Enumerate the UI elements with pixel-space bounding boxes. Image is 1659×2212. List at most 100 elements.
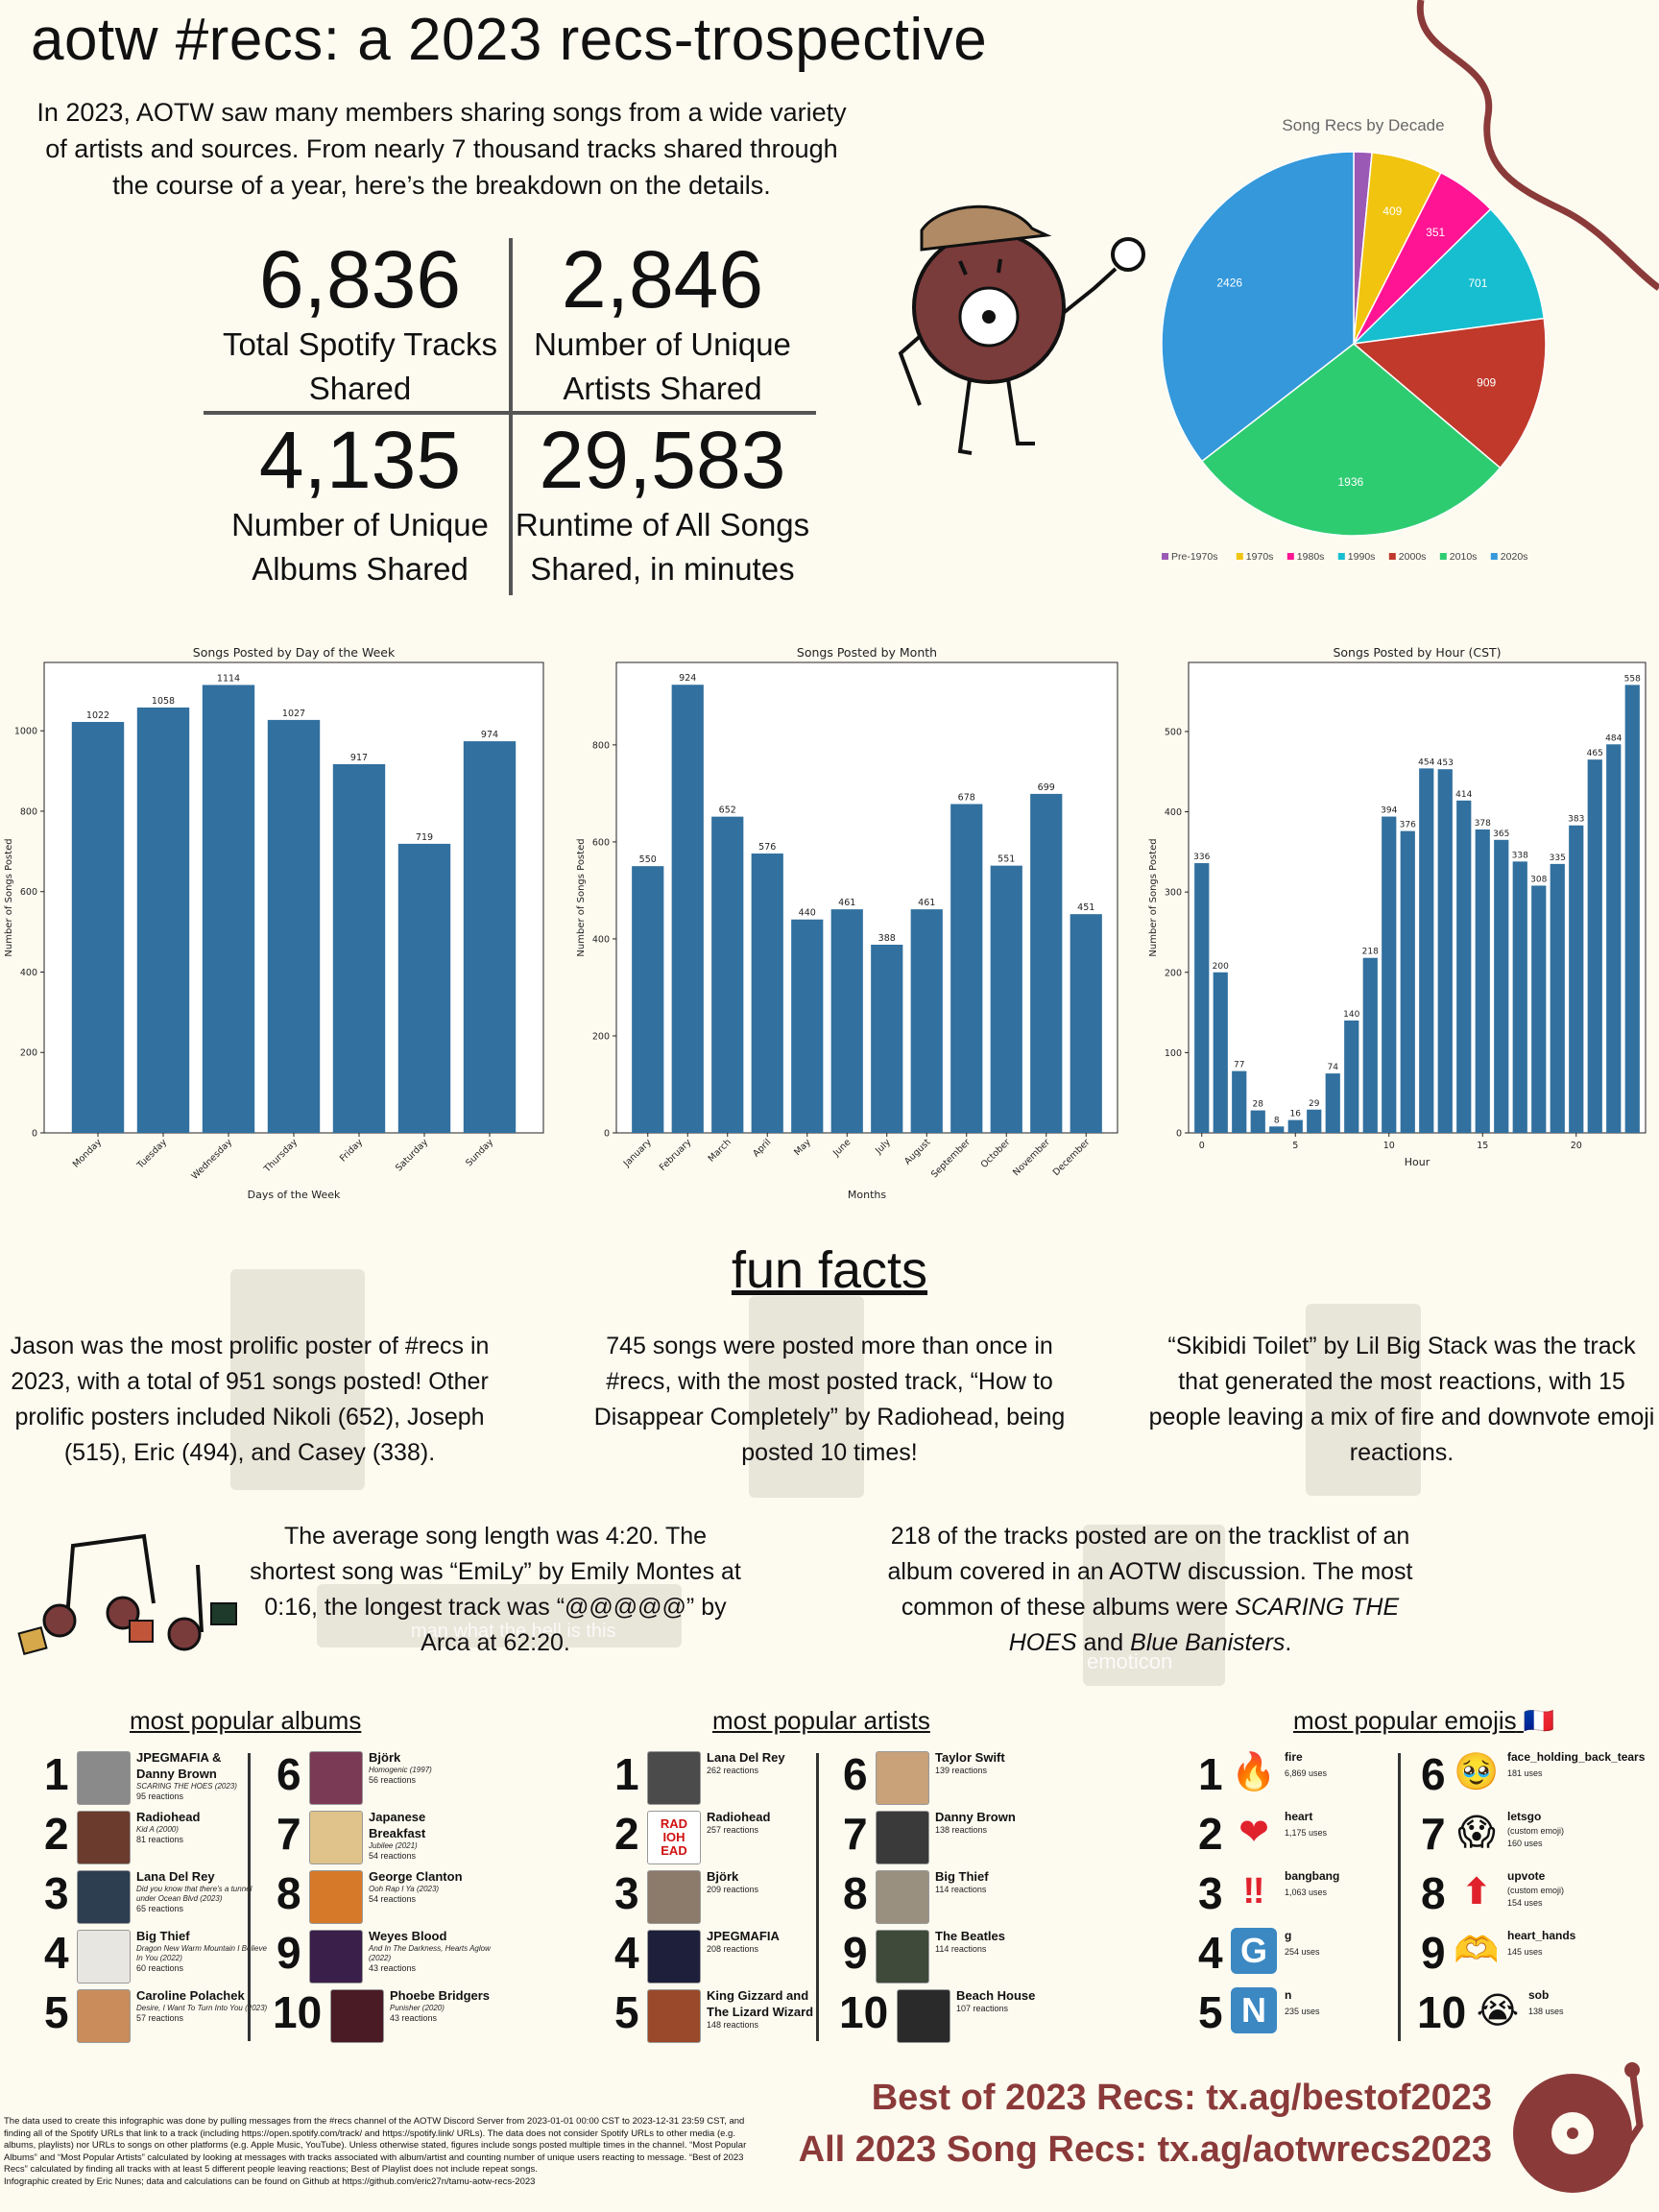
rank-number: 10 bbox=[273, 1987, 323, 2037]
pie-label: 1936 bbox=[1337, 475, 1363, 489]
fact-photo-3 bbox=[1306, 1304, 1421, 1496]
y-tick-label: 200 bbox=[20, 1048, 37, 1059]
rank-number: 6 bbox=[1421, 1749, 1446, 1799]
bar-value-label: 576 bbox=[758, 842, 776, 853]
rank-number: 4 bbox=[1198, 1928, 1223, 1978]
emojis-heading-text: most popular emojis bbox=[1293, 1706, 1517, 1735]
rank-number: 2 bbox=[614, 1809, 639, 1859]
bar-friday bbox=[332, 763, 386, 1133]
x-tick-label: 5 bbox=[1292, 1141, 1298, 1151]
album-title: George Clanton bbox=[369, 1869, 463, 1884]
album-subtitle: SCARING THE HOES (2023) bbox=[136, 1782, 237, 1791]
artists-heading: most popular artists bbox=[712, 1706, 930, 1735]
emoji-face-holding-back-tears-icon: 🥹 bbox=[1454, 1752, 1500, 1792]
bar-value-label: 376 bbox=[1400, 821, 1416, 830]
bar-22 bbox=[1606, 744, 1622, 1133]
bar-value-label: 974 bbox=[481, 730, 498, 740]
bar-9 bbox=[1362, 957, 1378, 1133]
chart-title: Songs Posted by Hour (CST) bbox=[1333, 645, 1501, 660]
bar-value-label: 378 bbox=[1475, 819, 1491, 829]
pie-slice-1990s bbox=[1351, 207, 1546, 346]
album-title-line2: Breakfast bbox=[369, 1826, 426, 1840]
bar-chart-month: Songs Posted by Month 0 200 400 600 800 550 Jan… bbox=[572, 641, 1129, 1208]
bar-january bbox=[632, 866, 664, 1133]
bar-value-label: 1022 bbox=[86, 710, 109, 721]
x-tick-label: Saturday bbox=[394, 1137, 430, 1173]
y-tick-label: 200 bbox=[1165, 968, 1182, 978]
x-tick-label: Thursday bbox=[261, 1137, 300, 1175]
bar-8 bbox=[1344, 1020, 1359, 1133]
artist-thumbnail bbox=[876, 1870, 929, 1924]
emoji-sob-icon: 😭 bbox=[1476, 1990, 1520, 2032]
stat-label: Artists Shared bbox=[563, 371, 762, 406]
pie-title: Song Recs by Decade bbox=[1282, 116, 1444, 134]
bar-6 bbox=[1307, 1109, 1322, 1133]
bar-december bbox=[1070, 914, 1102, 1133]
fact-photo-2 bbox=[749, 1296, 864, 1498]
bar-march bbox=[711, 816, 744, 1133]
bar-value-label: 652 bbox=[719, 805, 736, 816]
radiohead-logo-text: RAD IOH EAD bbox=[660, 1816, 688, 1858]
bar-20 bbox=[1569, 825, 1584, 1133]
artist-title: Danny Brown bbox=[935, 1810, 1016, 1824]
bar-november bbox=[1030, 793, 1063, 1133]
stat-label: Shared bbox=[308, 371, 412, 406]
album-subtitle: Ooh Rap I Ya (2023) bbox=[369, 1885, 440, 1893]
bar-value-label: 338 bbox=[1512, 851, 1528, 860]
legend-swatch bbox=[1236, 553, 1243, 560]
all-recs-link[interactable]: All 2023 Song Recs: tx.ag/aotwrecs2023 bbox=[798, 2129, 1492, 2170]
album-subtitle: Kid A (2000) bbox=[136, 1825, 179, 1834]
emoji-g-icon: G bbox=[1231, 1928, 1277, 1974]
bar-june bbox=[830, 909, 863, 1133]
album-subtitle: Jubilee (2021) bbox=[369, 1841, 418, 1850]
bar-value-label: 218 bbox=[1362, 948, 1379, 957]
footnote-methodology: The data used to create this infographic… bbox=[4, 2116, 747, 2175]
pie-label: 409 bbox=[1382, 204, 1402, 218]
artist-rank-item: 10 Beach House 107 reactions bbox=[839, 1985, 1073, 2043]
artist-rank-item: 8 Big Thief 114 reactions bbox=[843, 1866, 1073, 1924]
stat-label: Number of Unique bbox=[231, 507, 489, 542]
rank-number: 3 bbox=[44, 1868, 69, 1918]
stat-label: Albums Shared bbox=[252, 551, 469, 587]
artist-thumbnail bbox=[897, 1989, 950, 2043]
pie-label: 351 bbox=[1426, 226, 1445, 239]
artist-thumbnail bbox=[647, 1930, 701, 1984]
artist-rank-item: 3 Björk 209 reactions bbox=[614, 1866, 845, 1924]
album-count: 95 reactions bbox=[136, 1791, 184, 1801]
album-count: 43 reactions bbox=[390, 2013, 438, 2023]
y-tick-label: 400 bbox=[20, 968, 37, 978]
y-tick-label: 1000 bbox=[14, 727, 37, 737]
emoji-name: upvote bbox=[1507, 1869, 1546, 1883]
bar-wednesday bbox=[202, 685, 255, 1133]
ghost-caption-1: man what the hell is this bbox=[411, 1621, 616, 1642]
legend-label: 2000s bbox=[1399, 551, 1427, 563]
fact-conjunction: and bbox=[1076, 1629, 1131, 1656]
bar-value-label: 335 bbox=[1550, 854, 1566, 863]
album-subtitle-line2: In You (2022) bbox=[136, 1954, 182, 1962]
album-count: 43 reactions bbox=[369, 1963, 417, 1973]
artist-rank-item: 2 RAD IOH EAD Radiohead 257 reactions bbox=[614, 1807, 845, 1864]
music-notes-doodle-icon bbox=[17, 1533, 237, 1655]
bar-value-label: 550 bbox=[639, 854, 657, 865]
emoji-bangbang-icon: ‼ bbox=[1242, 1870, 1265, 1911]
page-title: aotw #recs: a 2023 recs-trospective bbox=[31, 7, 988, 73]
bar-july bbox=[871, 945, 903, 1133]
stat-value: 6,836 bbox=[258, 234, 462, 325]
album-title: Radiohead bbox=[136, 1810, 201, 1824]
bar-value-label: 461 bbox=[838, 898, 855, 908]
artist-thumbnail: RAD IOH EAD bbox=[647, 1811, 701, 1864]
artist-count: 114 reactions bbox=[935, 1944, 987, 1954]
legend-swatch bbox=[1388, 553, 1396, 560]
x-tick-label: February bbox=[658, 1137, 694, 1173]
emoji-count: 6,869 uses bbox=[1285, 1768, 1328, 1778]
album-title: Phoebe Bridgers bbox=[390, 1988, 491, 2003]
legend-swatch bbox=[1490, 553, 1498, 560]
rank-number: 10 bbox=[839, 1987, 889, 2037]
emoji-rank-item: 1 🔥 fire 6,869 uses bbox=[1198, 1747, 1429, 1805]
stat-value: 29,583 bbox=[539, 415, 786, 505]
best-of-link[interactable]: Best of 2023 Recs: tx.ag/bestof2023 bbox=[871, 2078, 1492, 2118]
album-thumbnail bbox=[309, 1751, 363, 1805]
album-count: 54 reactions bbox=[369, 1894, 417, 1904]
rank-number: 5 bbox=[614, 1987, 639, 2037]
x-tick-label: May bbox=[792, 1137, 813, 1158]
